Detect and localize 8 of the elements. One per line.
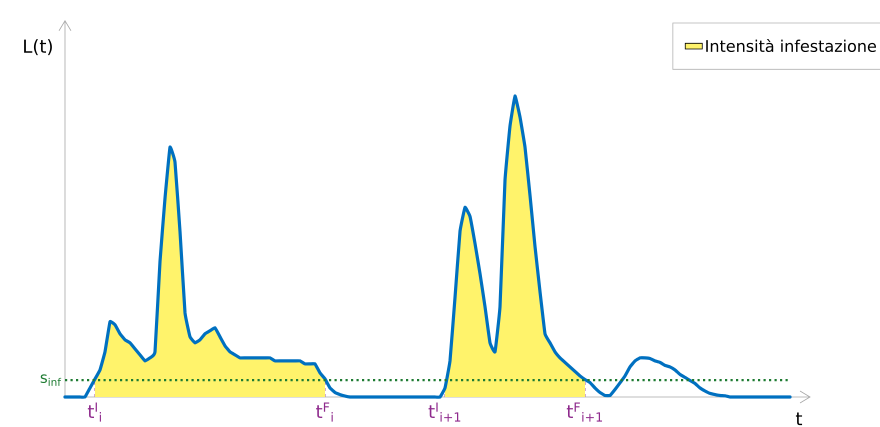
x-tick-label: t$^{I}$i [88, 402, 101, 422]
ref-line-label: s$_{inf}$ [40, 374, 62, 386]
x-tick-label: t$^{F}$i [316, 402, 333, 422]
x-tick-label: t$^{I}$i+1 [428, 402, 460, 422]
x-axis-title: t [796, 412, 802, 426]
y-axis-title: L(t) [24, 39, 52, 56]
x-tick-label: t$^{F}$i+1 [566, 402, 602, 422]
legend-label: Intensità infestazione [706, 39, 876, 52]
